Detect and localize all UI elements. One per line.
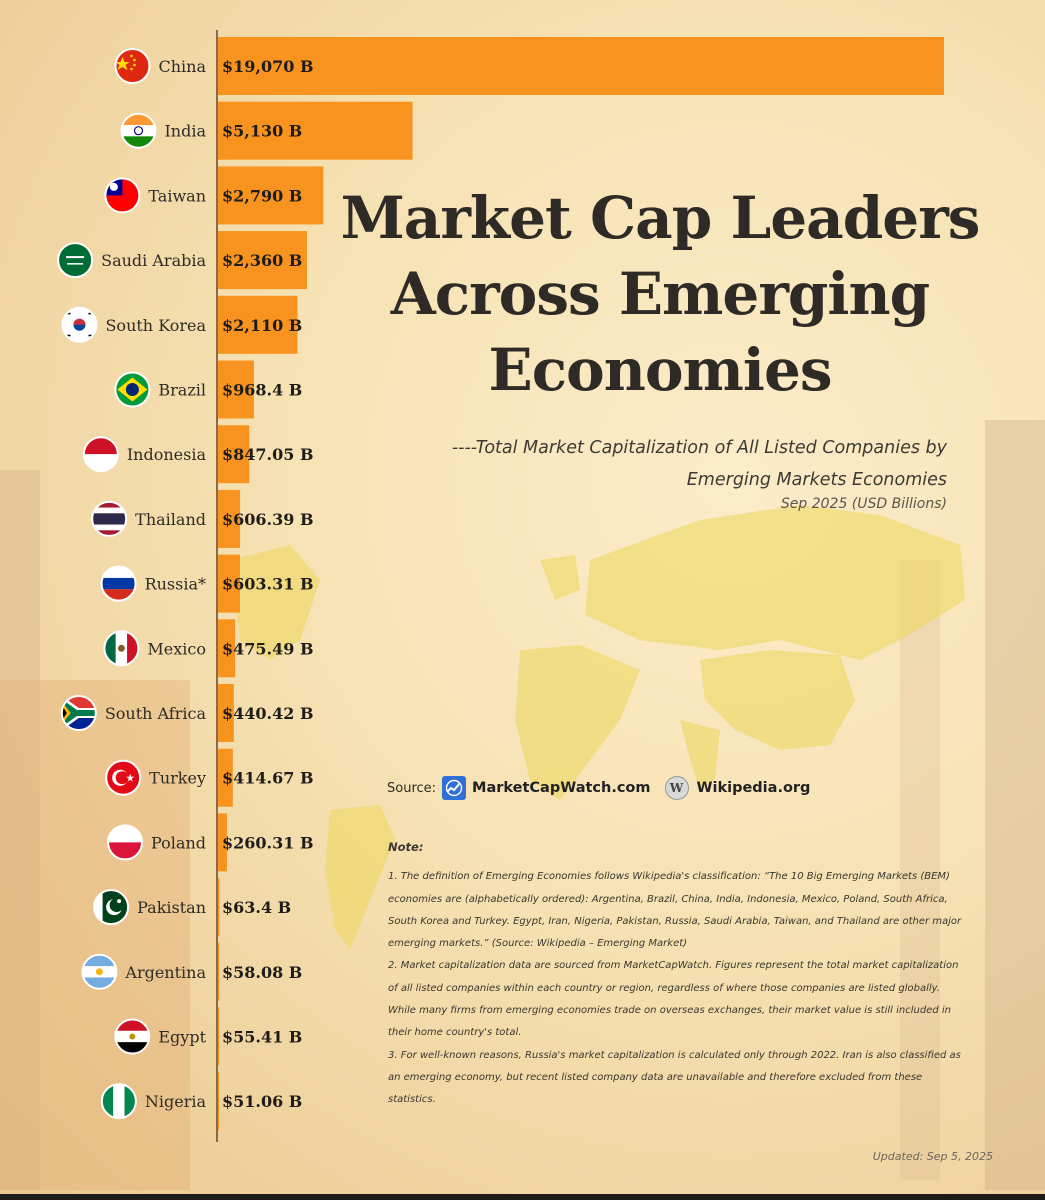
bar-south-korea: [217, 295, 298, 354]
country-label: Poland: [151, 833, 206, 852]
bottom-strip: [0, 1194, 1045, 1200]
indonesia-flag-icon: [82, 436, 119, 473]
notes-title: Note:: [388, 840, 424, 854]
bar-argentina: [217, 942, 220, 1001]
country-label: Nigeria: [145, 1092, 207, 1111]
country-label: Pakistan: [137, 898, 206, 917]
country-label: South Korea: [105, 316, 206, 335]
world-map-background: [230, 505, 965, 950]
south-africa-flag-icon: [60, 695, 97, 731]
argentina-flag-icon: [81, 953, 118, 990]
brazil-flag-icon: [114, 371, 151, 408]
bar-poland: [217, 813, 227, 872]
marketcapwatch-icon: [442, 776, 467, 800]
value-label: $968.4 B: [222, 381, 302, 400]
poland-flag-icon: [107, 824, 144, 861]
value-label: $63.4 B: [222, 898, 291, 917]
wikipedia-globe-icon: W: [664, 776, 689, 800]
value-label: $55.41 B: [222, 1028, 302, 1047]
source-line: Source: MarketCapWatch.com W Wikipedia.o…: [387, 770, 810, 806]
value-label: $58.08 B: [222, 963, 302, 982]
country-label: Argentina: [124, 963, 206, 982]
taiwan-flag-icon: [104, 177, 141, 214]
country-label: Egypt: [158, 1028, 206, 1047]
mexico-flag-icon: [103, 630, 140, 667]
value-label: $2,110 B: [222, 316, 302, 335]
south-korea-flag-icon: [61, 306, 98, 343]
bar-russia: [217, 554, 240, 613]
bar-brazil: [217, 360, 254, 419]
bar-south-africa: [217, 684, 234, 742]
value-label: $2,790 B: [222, 186, 302, 205]
value-label: $603.31 B: [222, 575, 313, 594]
bar-china: [217, 37, 944, 95]
value-label: $51.06 B: [222, 1092, 302, 1111]
country-label: Taiwan: [148, 186, 206, 205]
bar-india: [217, 101, 413, 160]
value-label: $475.49 B: [222, 639, 313, 658]
india-flag-icon: [120, 112, 157, 149]
updated-date: Updated: Sep 5, 2025: [872, 1150, 993, 1163]
subtitle: ----Total Market Capitalization of All L…: [451, 438, 947, 490]
bar-mexico: [217, 619, 236, 678]
bar-saudi-arabia: [217, 231, 307, 290]
country-label: South Africa: [105, 704, 207, 723]
country-label: Saudi Arabia: [101, 251, 206, 270]
country-label: Mexico: [147, 639, 206, 658]
country-label: India: [164, 122, 206, 141]
notes: Note: 1. The definition of Emerging Econ…: [388, 836, 968, 1112]
value-label: $847.05 B: [222, 445, 313, 464]
russia-flag-icon: [100, 565, 137, 602]
country-label: Thailand: [135, 510, 206, 529]
source-marketcapwatch[interactable]: MarketCapWatch.com: [472, 780, 651, 796]
bar-indonesia: [217, 425, 250, 484]
bar-egypt: [217, 1007, 220, 1066]
value-label: $414.67 B: [222, 769, 313, 788]
country-label: Turkey: [149, 769, 206, 788]
country-label: Indonesia: [127, 445, 207, 464]
note-2: 2. Market capitalization data are source…: [388, 960, 959, 1039]
egypt-flag-icon: [114, 1018, 151, 1055]
note-1: 1. The definition of Emerging Economies …: [388, 871, 962, 950]
country-label: China: [158, 57, 206, 76]
pakistan-flag-icon: [93, 889, 130, 926]
period-label: Sep 2025 (USD Billions): [780, 496, 947, 512]
value-label: $5,130 B: [222, 122, 302, 141]
bar-taiwan: [217, 166, 324, 225]
value-label: $19,070 B: [222, 57, 313, 76]
turkey-flag-icon: [105, 759, 142, 796]
value-label: $606.39 B: [222, 510, 313, 529]
source-wikipedia[interactable]: Wikipedia.org: [696, 780, 811, 796]
bar-turkey: [217, 748, 233, 807]
bar-thailand: [217, 489, 241, 548]
page-title: Market Cap Leaders Across Emerging Econo…: [340, 184, 981, 404]
country-label: Russia*: [145, 575, 206, 594]
value-label: $440.42 B: [222, 704, 313, 723]
value-label: $2,360 B: [222, 251, 302, 270]
nigeria-flag-icon: [100, 1083, 137, 1120]
saudi-arabia-flag-icon: [57, 242, 94, 279]
china-flag-icon: [114, 48, 151, 84]
value-label: $260.31 B: [222, 833, 313, 852]
source-label: Source:: [387, 780, 437, 796]
bar-pakistan: [217, 878, 220, 937]
country-label: Brazil: [158, 381, 206, 400]
note-3: 3. For well-known reasons, Russia's mark…: [388, 1049, 961, 1106]
thailand-flag-icon: [91, 500, 128, 537]
